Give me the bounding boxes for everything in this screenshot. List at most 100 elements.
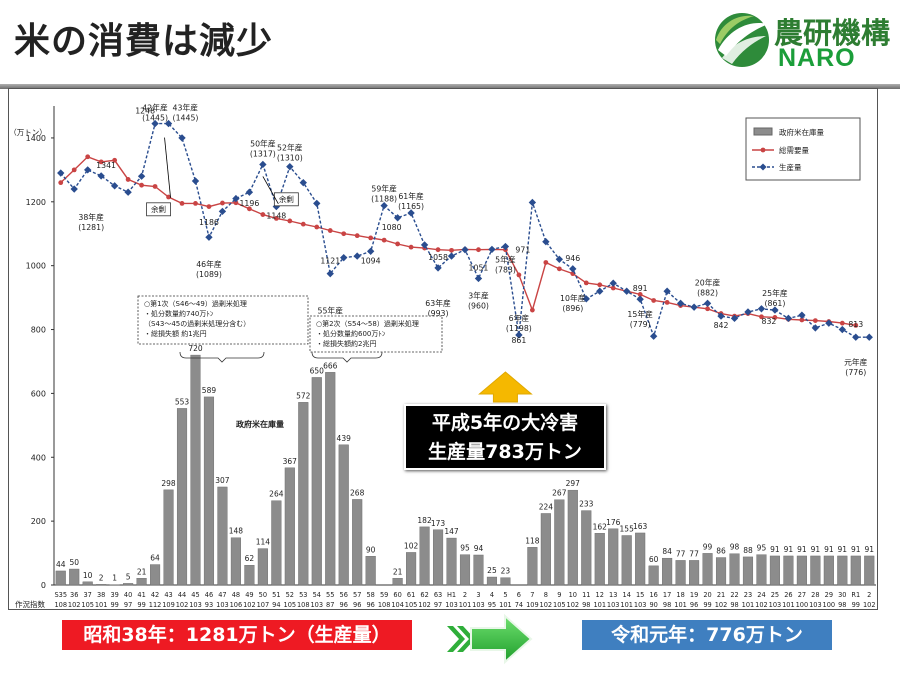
sakkyo-value: 98	[838, 601, 846, 609]
bar-value-label: 91	[864, 545, 874, 554]
x-tick-label: 4	[490, 591, 494, 599]
stock-bar	[311, 377, 322, 586]
sakkyo-value: 100	[796, 601, 809, 609]
x-tick-label: 30	[838, 591, 846, 599]
data-annotation: (1089)	[196, 270, 222, 279]
data-annotation: (1198)	[506, 324, 532, 333]
sakkyo-value: 102	[243, 601, 256, 609]
x-tick-label: 58	[366, 591, 374, 599]
sakkyo-value: 105	[81, 601, 94, 609]
production-point	[353, 252, 361, 260]
stock-bar	[176, 408, 188, 586]
bar-value-label: 162	[593, 522, 608, 531]
x-tick-label: 22	[730, 591, 738, 599]
sakkyo-value: 101	[593, 601, 606, 609]
data-annotation: 1341	[96, 161, 116, 170]
x-tick-label: 5	[503, 591, 507, 599]
x-tick-label: 50	[259, 591, 267, 599]
surplus-arrow	[262, 176, 279, 204]
sakkyo-value: 96	[340, 601, 348, 609]
bar-value-label: 84	[662, 547, 672, 556]
bar-value-label: 2	[99, 573, 104, 582]
x-tick-label: 21	[717, 591, 725, 599]
demand-point	[543, 260, 549, 265]
data-annotation: 3年産	[468, 290, 489, 300]
production-point	[582, 295, 590, 303]
x-tick-label: 42	[151, 591, 159, 599]
demand-point	[300, 221, 306, 227]
surplus-label: 余剰	[151, 204, 166, 214]
stock-bar	[150, 564, 161, 586]
stock-bar	[527, 547, 538, 586]
sakkyo-value: 94	[272, 601, 280, 609]
legend-swatch-bar	[753, 127, 773, 136]
demand-point	[705, 306, 710, 312]
bar-value-label: 60	[649, 555, 659, 564]
data-annotation: 42年産	[142, 103, 168, 113]
sakkyo-value: 106	[230, 601, 243, 609]
sakkyo-value: 87	[326, 601, 334, 609]
demand-point	[273, 216, 279, 221]
demand-point	[853, 322, 859, 328]
stock-bar	[338, 444, 349, 586]
data-annotation: (776)	[845, 368, 866, 377]
data-annotation: 813	[848, 320, 863, 329]
sakkyo-value: 100	[823, 601, 836, 609]
stock-bar	[594, 533, 605, 586]
data-annotation: 1080	[382, 223, 402, 232]
sakkyo-value: 97	[124, 601, 132, 609]
bar-value-label: 147	[444, 527, 459, 536]
stock-bar	[500, 577, 511, 586]
stock-bar	[486, 576, 498, 586]
bar-value-label: 91	[784, 545, 794, 554]
sakkyo-value: 99	[137, 601, 145, 609]
sakkyo-value: 99	[703, 601, 711, 609]
demand-point	[476, 247, 481, 253]
bar-value-label: 233	[579, 500, 594, 509]
stock-bar	[783, 555, 794, 586]
data-annotation: 15年産	[627, 309, 653, 319]
data-annotation: 1121	[320, 257, 340, 266]
data-annotation: 946	[565, 254, 580, 263]
sakkyo-value: 97	[434, 601, 442, 609]
sakkyo-value: 98	[582, 601, 590, 609]
stock-bar	[473, 554, 484, 586]
callout-line-2: 生産量783万トン	[428, 441, 582, 463]
x-tick-label: 15	[636, 591, 644, 599]
demand-point	[179, 200, 185, 206]
bar-value-label: 95	[460, 544, 470, 553]
bar-value-label: 88	[743, 546, 753, 555]
production-point	[474, 274, 483, 283]
demand-point	[556, 266, 562, 272]
x-tick-label: 19	[690, 591, 698, 599]
note-line: ・処分数量約600万ﾄﾝ	[316, 329, 386, 338]
data-annotation: (896)	[562, 304, 583, 313]
sakkyo-value: 103	[809, 601, 822, 609]
demand-point	[651, 298, 657, 303]
bar-value-label: 44	[56, 560, 66, 569]
bar-value-label: 163	[633, 522, 648, 531]
stock-bar	[608, 528, 619, 586]
bar-value-label: 5	[126, 572, 131, 581]
production-point	[501, 242, 510, 251]
data-annotation: (779)	[630, 320, 651, 329]
x-tick-label: 46	[205, 591, 213, 599]
stock-bar	[823, 555, 834, 586]
bar-value-label: 102	[404, 541, 419, 550]
stock-bar	[864, 555, 875, 586]
demand-point	[449, 247, 454, 253]
bar-value-label: 50	[69, 558, 79, 567]
y-tick-label: 1400	[26, 134, 46, 143]
data-annotation: 1248	[135, 107, 155, 116]
x-tick-label: 29	[825, 591, 833, 599]
stock-bar	[756, 554, 767, 586]
header-rule	[0, 84, 900, 89]
sakkyo-value: 102	[540, 601, 553, 609]
data-annotation: 1051	[469, 263, 489, 272]
transition-arrow-icon	[447, 613, 533, 665]
stock-bar	[284, 467, 295, 586]
stock-bar	[392, 578, 403, 586]
note-line: ・総損失額約2兆円	[316, 339, 376, 348]
bar-value-label: 90	[366, 545, 376, 554]
x-tick-label: 39	[110, 591, 118, 599]
